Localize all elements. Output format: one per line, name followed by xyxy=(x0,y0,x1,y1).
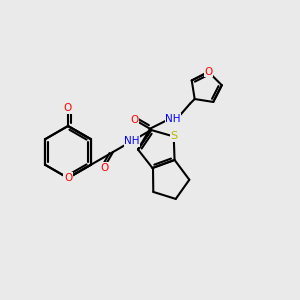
Text: O: O xyxy=(204,67,213,77)
Text: O: O xyxy=(100,163,108,172)
Text: NH: NH xyxy=(124,136,140,146)
Text: O: O xyxy=(64,173,72,183)
Text: O: O xyxy=(64,103,72,113)
Text: S: S xyxy=(170,131,177,142)
Text: O: O xyxy=(130,115,139,125)
Text: NH: NH xyxy=(165,114,181,124)
